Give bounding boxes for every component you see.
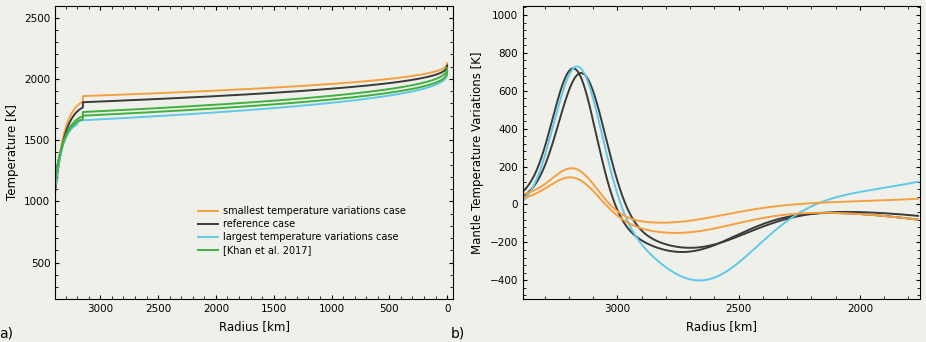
smallest temperature variations case bbox=[370, 78, 382, 82]
smallest temperature variations case bbox=[442, 61, 453, 65]
Y-axis label: Temperature [K]: Temperature [K] bbox=[6, 104, 19, 200]
reference case bbox=[442, 64, 453, 68]
reference case bbox=[149, 97, 160, 101]
Line: smallest temperature variations case: smallest temperature variations case bbox=[56, 63, 447, 189]
reference case bbox=[119, 98, 131, 103]
[Khan et al. 2017] bbox=[206, 107, 218, 111]
reference case bbox=[292, 89, 303, 93]
[Khan et al. 2017] bbox=[370, 92, 382, 96]
X-axis label: Radius [km]: Radius [km] bbox=[219, 320, 290, 333]
smallest temperature variations case bbox=[50, 187, 61, 191]
reference case bbox=[50, 189, 61, 194]
X-axis label: Radius [km]: Radius [km] bbox=[686, 320, 757, 333]
Y-axis label: Mantle Temperature Variations [K]: Mantle Temperature Variations [K] bbox=[471, 51, 484, 254]
Line: [Khan et al. 2017]: [Khan et al. 2017] bbox=[56, 71, 447, 177]
largest temperature variations case bbox=[119, 116, 131, 120]
Text: b): b) bbox=[451, 326, 466, 340]
reference case bbox=[187, 95, 198, 100]
largest temperature variations case bbox=[442, 71, 453, 75]
smallest temperature variations case bbox=[292, 84, 303, 88]
[Khan et al. 2017] bbox=[119, 111, 131, 116]
largest temperature variations case bbox=[149, 114, 160, 118]
smallest temperature variations case bbox=[119, 92, 131, 96]
[Khan et al. 2017] bbox=[442, 69, 453, 74]
Legend: smallest temperature variations case, reference case, largest temperature variat: smallest temperature variations case, re… bbox=[194, 202, 409, 259]
largest temperature variations case bbox=[50, 187, 61, 191]
largest temperature variations case bbox=[206, 110, 218, 115]
smallest temperature variations case bbox=[206, 89, 218, 93]
smallest temperature variations case bbox=[187, 90, 198, 94]
[Khan et al. 2017] bbox=[187, 108, 198, 112]
reference case bbox=[206, 94, 218, 98]
smallest temperature variations case bbox=[149, 91, 160, 95]
largest temperature variations case bbox=[370, 95, 382, 100]
reference case bbox=[370, 82, 382, 87]
[Khan et al. 2017] bbox=[149, 110, 160, 114]
[Khan et al. 2017] bbox=[50, 175, 61, 179]
Line: largest temperature variations case: largest temperature variations case bbox=[56, 73, 447, 189]
largest temperature variations case bbox=[187, 112, 198, 116]
Text: a): a) bbox=[0, 326, 14, 340]
[Khan et al. 2017] bbox=[292, 101, 303, 105]
largest temperature variations case bbox=[292, 104, 303, 108]
Line: reference case: reference case bbox=[56, 66, 447, 192]
